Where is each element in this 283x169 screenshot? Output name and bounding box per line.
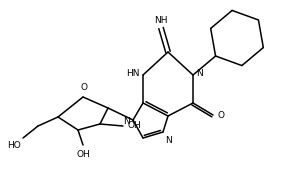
- Text: N: N: [165, 136, 172, 145]
- Text: O: O: [217, 111, 224, 119]
- Text: HO: HO: [7, 141, 21, 150]
- Text: HN: HN: [127, 69, 140, 78]
- Text: N: N: [123, 116, 130, 126]
- Text: OH: OH: [76, 150, 90, 159]
- Text: N: N: [196, 69, 203, 78]
- Text: OH: OH: [128, 122, 142, 130]
- Text: NH: NH: [154, 16, 168, 25]
- Text: O: O: [80, 83, 87, 92]
